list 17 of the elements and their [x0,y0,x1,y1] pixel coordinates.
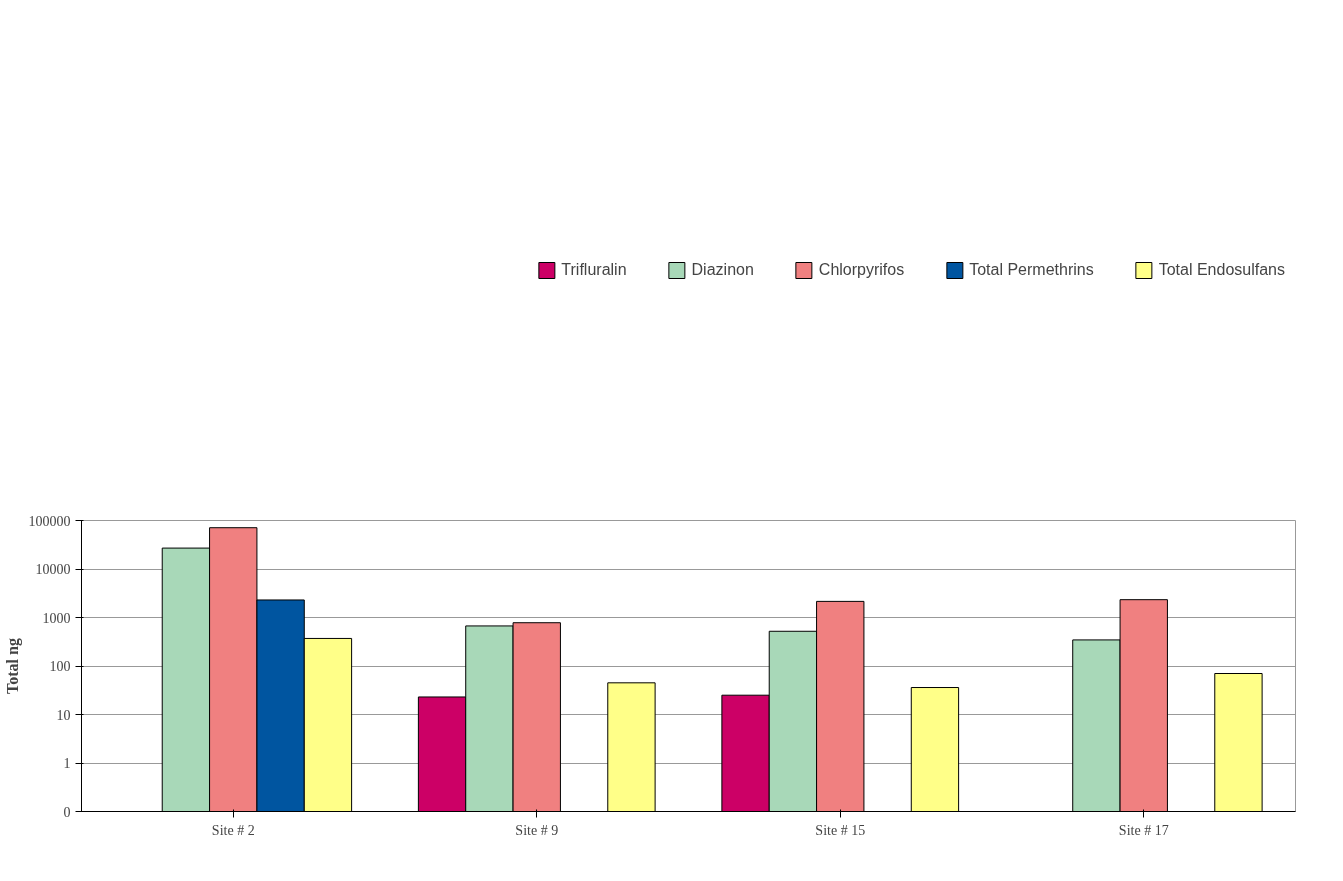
legend-label: Chlorpyrifos [818,261,905,279]
y-tick-label: 10000 [35,562,71,577]
y-tick-label: 100 [49,659,71,674]
y-axis-title: Total ng [3,638,22,694]
y-tick-label: 10 [56,707,71,723]
y-tick-label: 100000 [28,513,71,529]
y-tick-label: 1000 [42,610,71,626]
legend-label: Total Endosulfans [1158,261,1285,279]
x-tick-label: Site # 9 [515,822,559,838]
legend-label: Trifluralin [561,261,627,279]
x-tick-label: Site # 2 [211,822,255,838]
legend-label: Total Permethrins [969,261,1094,279]
x-tick-label: Site # 15 [815,822,866,838]
x-tick-label: Site # 17 [1118,822,1169,838]
y-tick-label: 1 [63,756,71,771]
y-tick-label: 0 [63,804,71,820]
legend-label: Diazinon [691,261,754,279]
